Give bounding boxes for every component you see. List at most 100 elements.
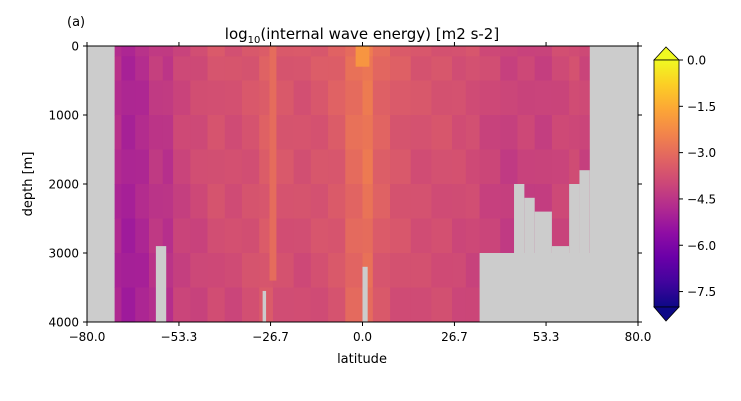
heatmap-cell <box>569 80 580 116</box>
heatmap-cell <box>452 115 467 150</box>
heatmap-cell <box>551 184 570 219</box>
x-tick-label: 53.3 <box>533 330 560 344</box>
heatmap-cell <box>410 115 432 150</box>
x-tick-label: −26.7 <box>252 330 289 344</box>
heatmap-cell <box>328 218 346 254</box>
heatmap-cell <box>362 80 374 116</box>
heatmap-cell <box>190 115 209 150</box>
heatmap-cell <box>579 149 591 185</box>
heatmap-cell <box>173 218 191 254</box>
heatmap-cell <box>551 218 570 254</box>
heatmap-cell <box>310 184 329 219</box>
heatmap-cell <box>372 253 391 288</box>
heatmap-cell <box>410 253 432 288</box>
heatmap-cell <box>293 184 312 219</box>
heatmap-cell <box>114 80 122 116</box>
heatmap-cell <box>534 149 553 185</box>
heatmap-cell <box>121 46 136 57</box>
heatmap-cell <box>479 46 501 57</box>
heatmap-cell <box>500 184 518 219</box>
chart-title: log10(internal wave energy) [m2 s-2] <box>225 25 499 46</box>
heatmap-cell <box>190 149 209 185</box>
heatmap-cell <box>207 115 226 150</box>
x-tick-label: 0.0 <box>353 330 372 344</box>
heatmap-cell <box>551 115 570 150</box>
heatmap-cell <box>431 46 453 57</box>
heatmap-cell <box>500 218 518 254</box>
heatmap-cell <box>272 46 295 57</box>
land-mask <box>362 266 368 322</box>
heatmap-cell <box>517 80 536 116</box>
heatmap-cell <box>207 184 226 219</box>
heatmap-cell <box>465 218 481 254</box>
heatmap-cell <box>135 218 150 254</box>
heatmap-cell <box>148 46 164 57</box>
heatmap-cell <box>114 115 122 150</box>
heatmap-cell <box>190 253 209 288</box>
land-mask <box>579 170 590 322</box>
heatmap-cell <box>272 80 295 116</box>
heatmap-cell <box>224 253 243 288</box>
heatmap-cell <box>345 184 363 219</box>
heatmap-cell <box>479 115 501 150</box>
heatmap-cell <box>410 287 432 323</box>
heatmap-cell <box>207 218 226 254</box>
heatmap-cell <box>293 80 312 116</box>
heatmap-cell <box>148 115 164 150</box>
heatmap-cell <box>162 149 174 185</box>
heatmap-cell <box>148 149 164 185</box>
heatmap-cell <box>500 46 518 57</box>
heatmap-cell <box>372 218 391 254</box>
heatmap-cell <box>534 184 553 219</box>
heatmap-cell <box>452 56 467 81</box>
heatmap-cell <box>190 46 209 57</box>
title-subscript: 10 <box>248 35 261 46</box>
heatmap-cell <box>372 184 391 219</box>
heatmap-cell <box>121 184 136 219</box>
heatmap-cell <box>173 80 191 116</box>
heatmap-cell <box>293 56 312 81</box>
y-tick-label: 1000 <box>48 109 79 123</box>
heatmap-cell <box>207 287 226 323</box>
heatmap-cell <box>310 218 329 254</box>
heatmap-cell <box>517 115 536 150</box>
heatmap-cell <box>121 253 136 288</box>
y-tick-label: 4000 <box>48 316 79 330</box>
heatmap-cell <box>328 115 346 150</box>
x-axis: −80.0 −53.3 −26.7 0.0 26.7 53.3 80.0 <box>69 42 651 344</box>
heatmap-cell <box>259 46 274 57</box>
heatmap-cell <box>241 115 260 150</box>
heatmap-cell <box>362 149 374 185</box>
heatmap-cell <box>241 80 260 116</box>
heatmap-cell <box>241 46 260 57</box>
heatmap-cell <box>452 46 467 57</box>
colorbar-ticks: 0.0 −1.5 −3.0 −4.5 −6.0 −7.5 <box>679 54 716 299</box>
heatmap-cell <box>207 253 226 288</box>
land-mask <box>589 46 638 322</box>
heatmap-cell <box>224 218 243 254</box>
heatmap-cell <box>173 149 191 185</box>
heatmap-cell <box>551 149 570 185</box>
heatmap-cell <box>135 184 150 219</box>
heatmap-cell <box>534 46 553 57</box>
plot-area <box>86 45 639 323</box>
land-mask <box>524 197 535 322</box>
heatmap-cell <box>207 46 226 57</box>
heatmap-cell <box>551 56 570 81</box>
heatmap-cell <box>272 184 295 219</box>
heatmap-cell <box>173 56 191 81</box>
heatmap-cell <box>310 253 329 288</box>
title-main: log <box>225 25 248 43</box>
heatmap-cell <box>224 115 243 150</box>
heatmap-cell <box>162 184 174 219</box>
heatmap-cell <box>579 56 591 81</box>
heatmap-cell <box>579 115 591 150</box>
heatmap-cell <box>579 46 591 57</box>
colorbar-tick-label: 0.0 <box>687 54 706 68</box>
heatmap-cell <box>173 115 191 150</box>
panel-label: (a) <box>67 15 85 30</box>
heatmap-cell <box>114 287 122 323</box>
land-mask <box>551 246 570 322</box>
heatmap-cell <box>310 80 329 116</box>
